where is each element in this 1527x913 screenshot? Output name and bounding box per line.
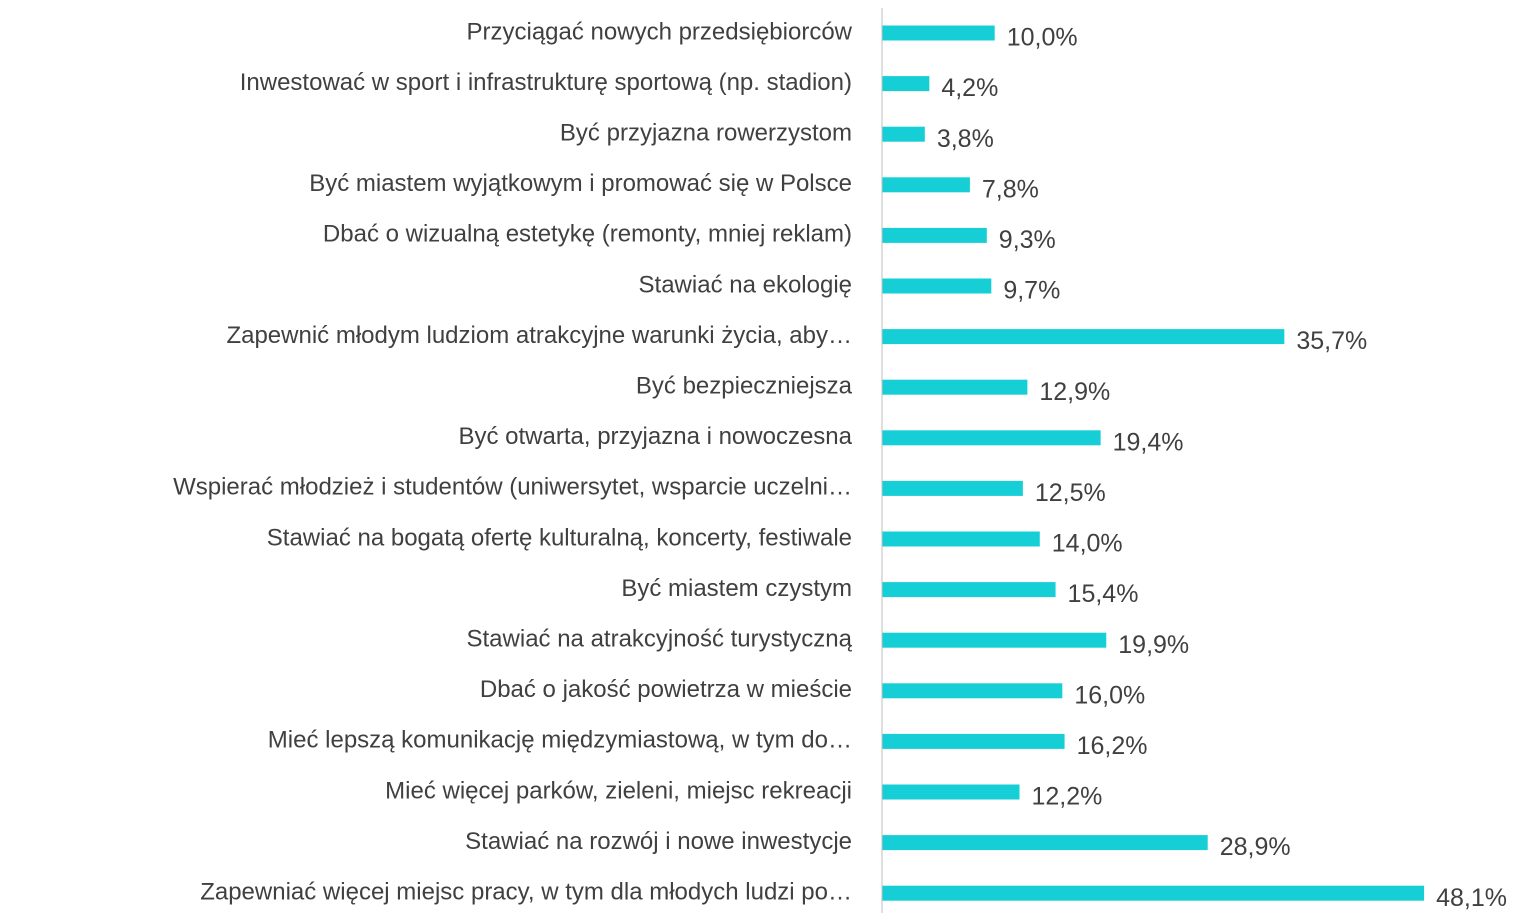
category-label: Przyciągać nowych przedsiębiorców xyxy=(467,18,853,45)
data-label: 16,0% xyxy=(1074,681,1145,709)
bar xyxy=(882,784,1020,800)
bar xyxy=(882,278,992,294)
data-label: 16,2% xyxy=(1077,732,1148,760)
category-label: Inwestować w sport i infrastrukturę spor… xyxy=(240,69,852,96)
category-label: Wspierać młodzież i studentów (uniwersyt… xyxy=(173,474,852,501)
bar xyxy=(882,430,1101,446)
category-label: Dbać o wizualną estetykę (remonty, mniej… xyxy=(323,221,852,248)
data-label: 14,0% xyxy=(1052,530,1123,558)
data-label: 7,8% xyxy=(982,175,1039,203)
data-label: 12,5% xyxy=(1035,479,1106,507)
bar xyxy=(882,126,925,142)
data-label: 12,2% xyxy=(1031,783,1102,811)
data-label: 15,4% xyxy=(1068,580,1139,608)
bar xyxy=(882,632,1107,648)
data-label: 48,1% xyxy=(1436,884,1507,912)
data-label: 19,9% xyxy=(1118,631,1189,659)
data-label: 28,9% xyxy=(1220,833,1291,861)
bar xyxy=(882,329,1285,345)
category-label: Mieć lepszą komunikację międzymiastową, … xyxy=(268,727,852,754)
category-label: Dbać o jakość powietrza w mieście xyxy=(480,676,852,703)
category-label: Być miastem wyjątkowym i promować się w … xyxy=(309,170,852,197)
data-label: 10,0% xyxy=(1007,24,1078,52)
category-label: Być przyjazna rowerzystom xyxy=(560,120,852,147)
data-label: 35,7% xyxy=(1296,327,1367,355)
data-label: 9,7% xyxy=(1003,277,1060,305)
bar xyxy=(882,531,1040,547)
category-label: Stawiać na bogatą ofertę kulturalną, kon… xyxy=(267,524,852,551)
bar xyxy=(882,480,1023,496)
category-label: Zapewniać więcej miejsc pracy, w tym dla… xyxy=(200,879,852,906)
category-label: Zapewnić młodym ludziom atrakcyjne warun… xyxy=(226,322,852,349)
bar xyxy=(882,885,1425,901)
bar xyxy=(882,177,970,193)
category-label: Być miastem czystym xyxy=(621,575,852,602)
bar xyxy=(882,227,987,243)
bar xyxy=(882,582,1056,598)
data-label: 3,8% xyxy=(937,125,994,153)
category-label: Mieć więcej parków, zieleni, miejsc rekr… xyxy=(385,777,852,804)
bar xyxy=(882,683,1063,699)
category-label: Stawiać na rozwój i nowe inwestycje xyxy=(465,828,852,855)
data-label: 19,4% xyxy=(1113,428,1184,456)
category-label: Stawiać na ekologię xyxy=(639,271,852,298)
data-label: 4,2% xyxy=(941,74,998,102)
data-label: 9,3% xyxy=(999,226,1056,254)
bar xyxy=(882,733,1065,749)
category-label: Być otwarta, przyjazna i nowoczesna xyxy=(458,423,852,450)
category-label: Stawiać na atrakcyjność turystyczną xyxy=(467,626,853,653)
bar xyxy=(882,76,930,92)
bar xyxy=(882,835,1208,851)
category-label: Być bezpieczniejsza xyxy=(636,373,853,400)
bar xyxy=(882,25,995,41)
bar xyxy=(882,379,1028,395)
data-label: 12,9% xyxy=(1039,378,1110,406)
